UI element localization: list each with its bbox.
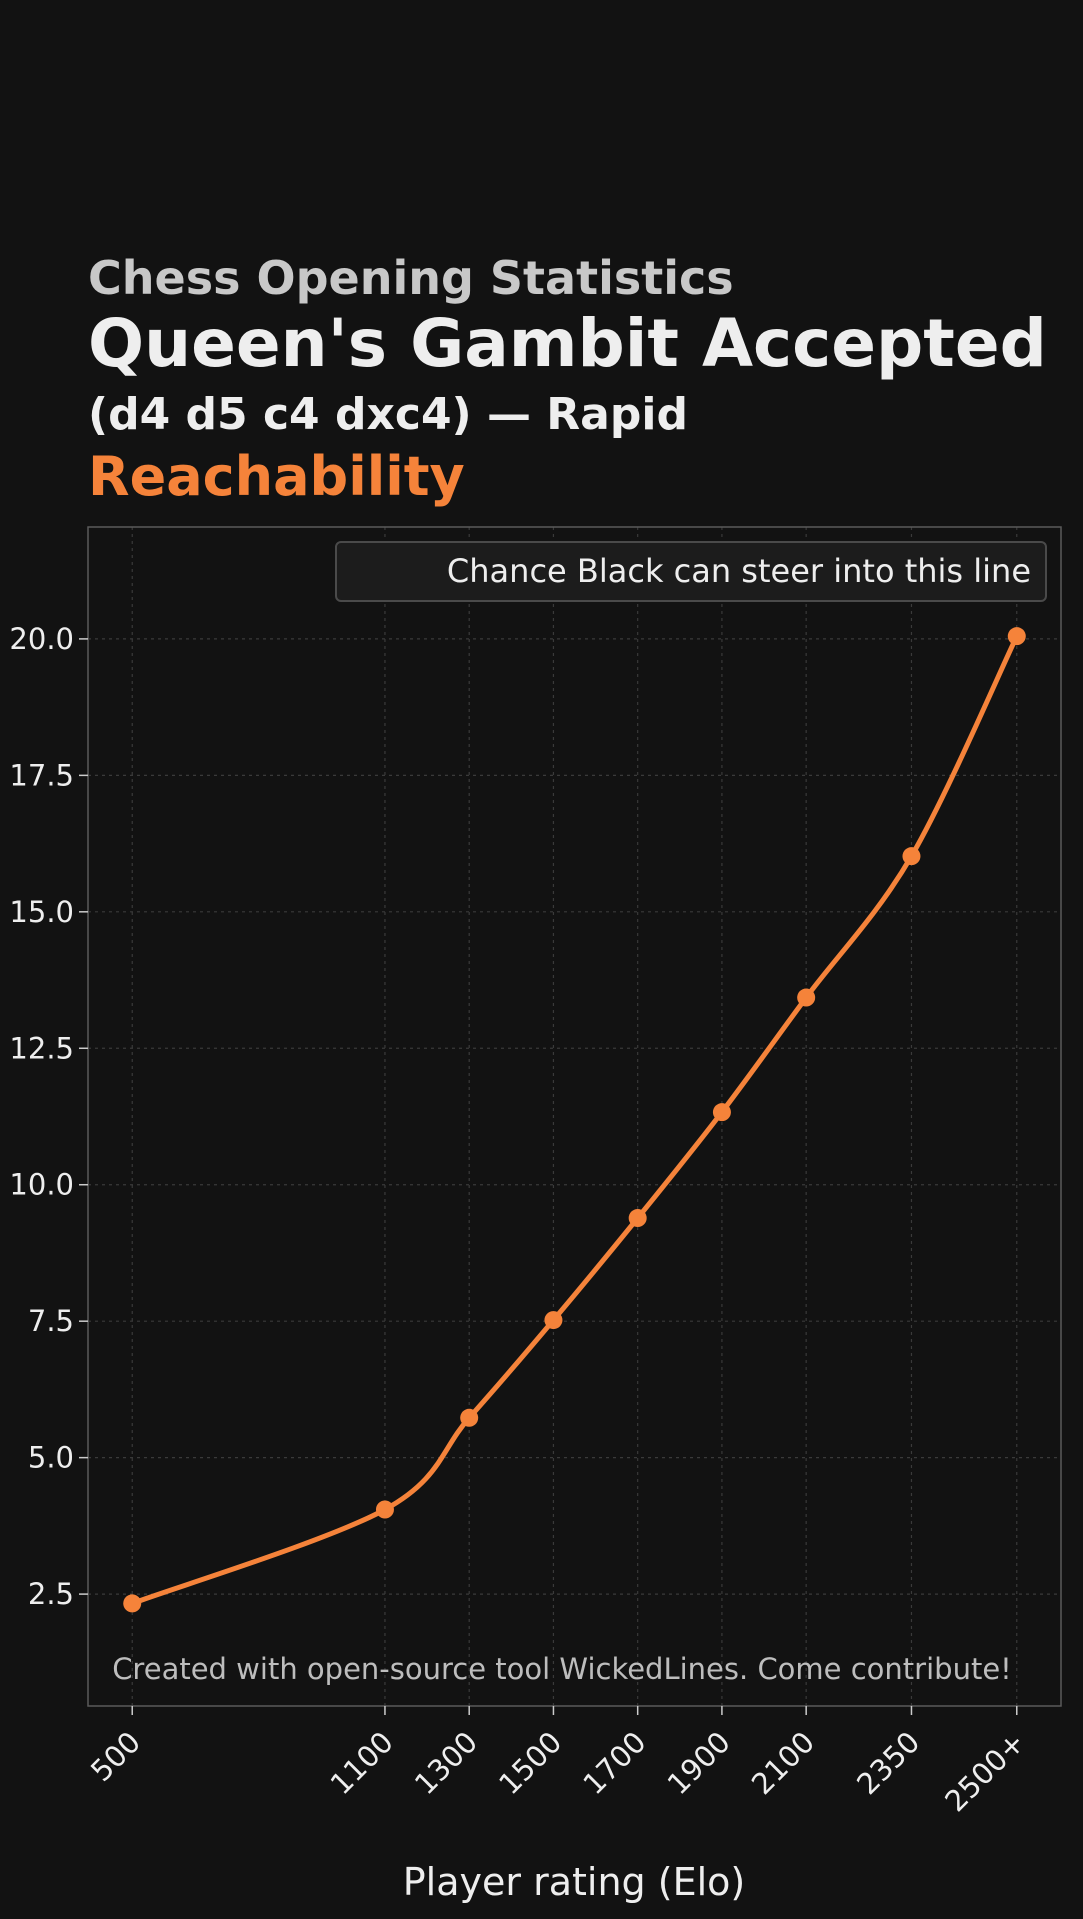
data-point — [797, 988, 816, 1007]
credit-annotation: Created with open-source tool WickedLine… — [112, 1652, 1012, 1686]
y-tick-label: 7.5 — [28, 1304, 74, 1338]
data-point — [902, 847, 921, 866]
series-markers — [123, 627, 1026, 1613]
data-point — [544, 1311, 563, 1330]
data-point — [1007, 627, 1026, 646]
y-tick-label: 17.5 — [9, 758, 74, 792]
plot-frame — [87, 526, 1062, 1707]
y-tick-label: 2.5 — [28, 1577, 74, 1611]
chart-supertitle: Chess Opening Statistics — [88, 251, 734, 305]
data-point — [375, 1500, 394, 1519]
data-point — [712, 1103, 731, 1122]
legend-entry: Chance Black can steer into this line — [447, 552, 1031, 590]
chart-subtitle: (d4 d5 c4 dxc4) — Rapid — [88, 389, 688, 440]
y-tick-label: 10.0 — [9, 1168, 74, 1202]
data-point — [460, 1408, 479, 1427]
y-tick-label: 20.0 — [9, 622, 74, 656]
legend-box — [335, 541, 1047, 602]
y-tick-label: 12.5 — [9, 1031, 74, 1065]
y-axis: 2.5 5.0 7.5 10.0 12.5 15.0 17.5 20.0 — [9, 622, 88, 1611]
legend: Chance Black can steer into this line — [335, 541, 1047, 602]
x-axis-label: Player rating (Elo) — [403, 1860, 745, 1904]
data-point — [628, 1209, 647, 1228]
data-point — [123, 1594, 142, 1613]
chart-metric-title: Reachability — [88, 445, 465, 508]
chart-title: Queen's Gambit Accepted — [88, 305, 1047, 382]
y-tick-label: 5.0 — [28, 1441, 74, 1475]
y-tick-label: 15.0 — [9, 895, 74, 929]
